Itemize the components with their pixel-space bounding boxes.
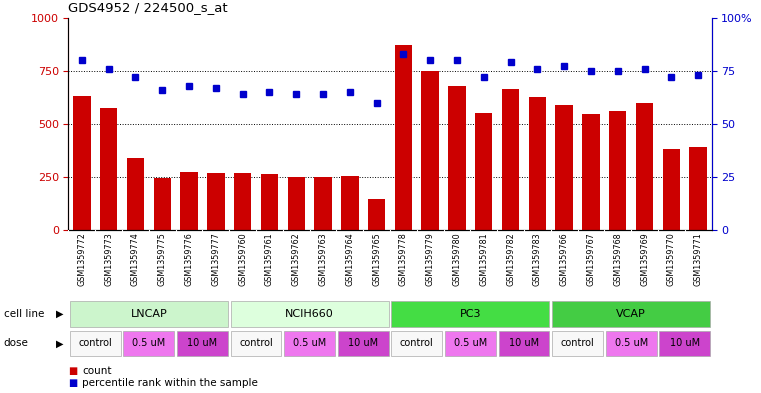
Bar — [73, 96, 91, 230]
Text: 0.5 uM: 0.5 uM — [615, 338, 648, 349]
Bar — [498, 331, 549, 356]
Text: GSM1359769: GSM1359769 — [640, 232, 649, 286]
Bar — [552, 331, 603, 356]
Text: GSM1359770: GSM1359770 — [667, 232, 676, 286]
Text: GSM1359772: GSM1359772 — [78, 232, 87, 286]
Text: GSM1359762: GSM1359762 — [291, 232, 301, 286]
Text: GSM1359763: GSM1359763 — [319, 232, 327, 286]
Text: dose: dose — [4, 338, 29, 349]
Bar — [475, 113, 492, 230]
Text: ■: ■ — [68, 378, 78, 388]
Text: 10 uM: 10 uM — [670, 338, 700, 349]
Bar — [636, 103, 653, 230]
Bar — [659, 331, 710, 356]
Bar — [284, 331, 335, 356]
Bar — [529, 97, 546, 230]
Text: GSM1359780: GSM1359780 — [453, 232, 461, 286]
Text: ■: ■ — [68, 366, 78, 376]
Text: GSM1359768: GSM1359768 — [613, 232, 622, 286]
Text: GDS4952 / 224500_s_at: GDS4952 / 224500_s_at — [68, 1, 228, 14]
Text: GSM1359761: GSM1359761 — [265, 232, 274, 286]
Text: GSM1359766: GSM1359766 — [559, 232, 568, 286]
Text: GSM1359783: GSM1359783 — [533, 232, 542, 286]
Text: GSM1359765: GSM1359765 — [372, 232, 381, 286]
Text: ▶: ▶ — [56, 309, 63, 319]
Bar — [338, 331, 389, 356]
Bar — [123, 331, 174, 356]
Text: GSM1359781: GSM1359781 — [479, 232, 489, 286]
Text: GSM1359771: GSM1359771 — [693, 232, 702, 286]
Text: VCAP: VCAP — [616, 309, 646, 319]
Bar — [70, 331, 121, 356]
Text: NCIH660: NCIH660 — [285, 309, 334, 319]
Text: control: control — [78, 338, 112, 349]
Bar — [501, 89, 519, 230]
Text: ▶: ▶ — [56, 338, 63, 349]
Text: 10 uM: 10 uM — [348, 338, 378, 349]
Bar — [391, 331, 442, 356]
Bar — [100, 108, 117, 230]
Text: cell line: cell line — [4, 309, 44, 319]
Bar — [606, 331, 657, 356]
Text: GSM1359777: GSM1359777 — [212, 232, 221, 286]
Bar — [231, 331, 282, 356]
Text: control: control — [400, 338, 434, 349]
Text: GSM1359782: GSM1359782 — [506, 232, 515, 286]
Bar — [552, 301, 710, 327]
Bar — [127, 158, 144, 230]
Text: 0.5 uM: 0.5 uM — [293, 338, 326, 349]
Text: percentile rank within the sample: percentile rank within the sample — [82, 378, 258, 388]
Text: GSM1359773: GSM1359773 — [104, 232, 113, 286]
Bar — [261, 174, 279, 230]
Text: GSM1359775: GSM1359775 — [158, 232, 167, 286]
Text: 0.5 uM: 0.5 uM — [132, 338, 165, 349]
Text: GSM1359779: GSM1359779 — [425, 232, 435, 286]
Bar — [582, 114, 600, 230]
Bar — [448, 86, 466, 230]
Bar — [689, 147, 707, 230]
Bar — [234, 173, 251, 230]
Bar — [231, 301, 389, 327]
Text: 0.5 uM: 0.5 uM — [454, 338, 487, 349]
Text: 10 uM: 10 uM — [509, 338, 539, 349]
Bar — [445, 331, 496, 356]
Text: control: control — [239, 338, 273, 349]
Text: GSM1359776: GSM1359776 — [185, 232, 193, 286]
Text: LNCAP: LNCAP — [130, 309, 167, 319]
Text: 10 uM: 10 uM — [187, 338, 218, 349]
Text: GSM1359760: GSM1359760 — [238, 232, 247, 286]
Text: GSM1359764: GSM1359764 — [345, 232, 355, 286]
Bar — [609, 111, 626, 230]
Bar — [368, 199, 385, 230]
Text: count: count — [82, 366, 112, 376]
Bar — [556, 105, 573, 230]
Text: PC3: PC3 — [460, 309, 481, 319]
Text: control: control — [561, 338, 594, 349]
Bar — [314, 177, 332, 230]
Bar — [177, 331, 228, 356]
Bar — [663, 149, 680, 230]
Text: GSM1359774: GSM1359774 — [131, 232, 140, 286]
Bar — [288, 177, 305, 230]
Bar — [180, 171, 198, 230]
Bar — [341, 176, 358, 230]
Bar — [207, 173, 224, 230]
Bar — [391, 301, 549, 327]
Bar — [422, 71, 439, 230]
Bar — [395, 45, 412, 230]
Bar — [154, 178, 171, 230]
Bar — [70, 301, 228, 327]
Text: GSM1359778: GSM1359778 — [399, 232, 408, 286]
Text: GSM1359767: GSM1359767 — [587, 232, 595, 286]
